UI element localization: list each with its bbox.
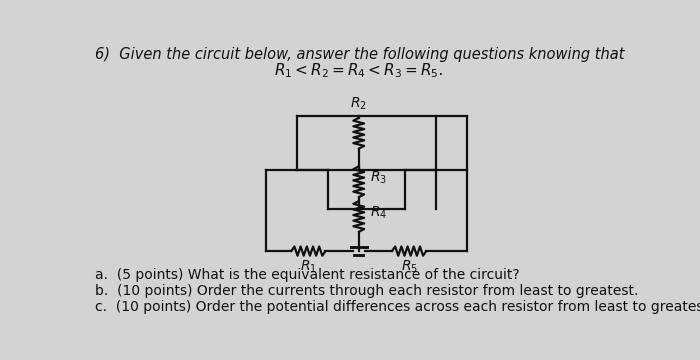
Text: $R_3$: $R_3$ — [370, 170, 386, 186]
Text: $R_5$: $R_5$ — [400, 259, 418, 275]
Text: 6)  Given the circuit below, answer the following questions knowing that: 6) Given the circuit below, answer the f… — [95, 47, 624, 62]
Text: $R_4$: $R_4$ — [370, 204, 387, 221]
Text: c.  (10 points) Order the potential differences across each resistor from least : c. (10 points) Order the potential diffe… — [95, 300, 700, 314]
Text: b.  (10 points) Order the currents through each resistor from least to greatest.: b. (10 points) Order the currents throug… — [95, 284, 638, 298]
Text: $R_2$: $R_2$ — [350, 95, 368, 112]
Text: $R_1 < R_2 = R_4 < R_3 = R_5$.: $R_1 < R_2 = R_4 < R_3 = R_5$. — [274, 61, 443, 80]
Text: $R_1$: $R_1$ — [300, 259, 317, 275]
Text: a.  (5 points) What is the equivalent resistance of the circuit?: a. (5 points) What is the equivalent res… — [95, 268, 520, 282]
